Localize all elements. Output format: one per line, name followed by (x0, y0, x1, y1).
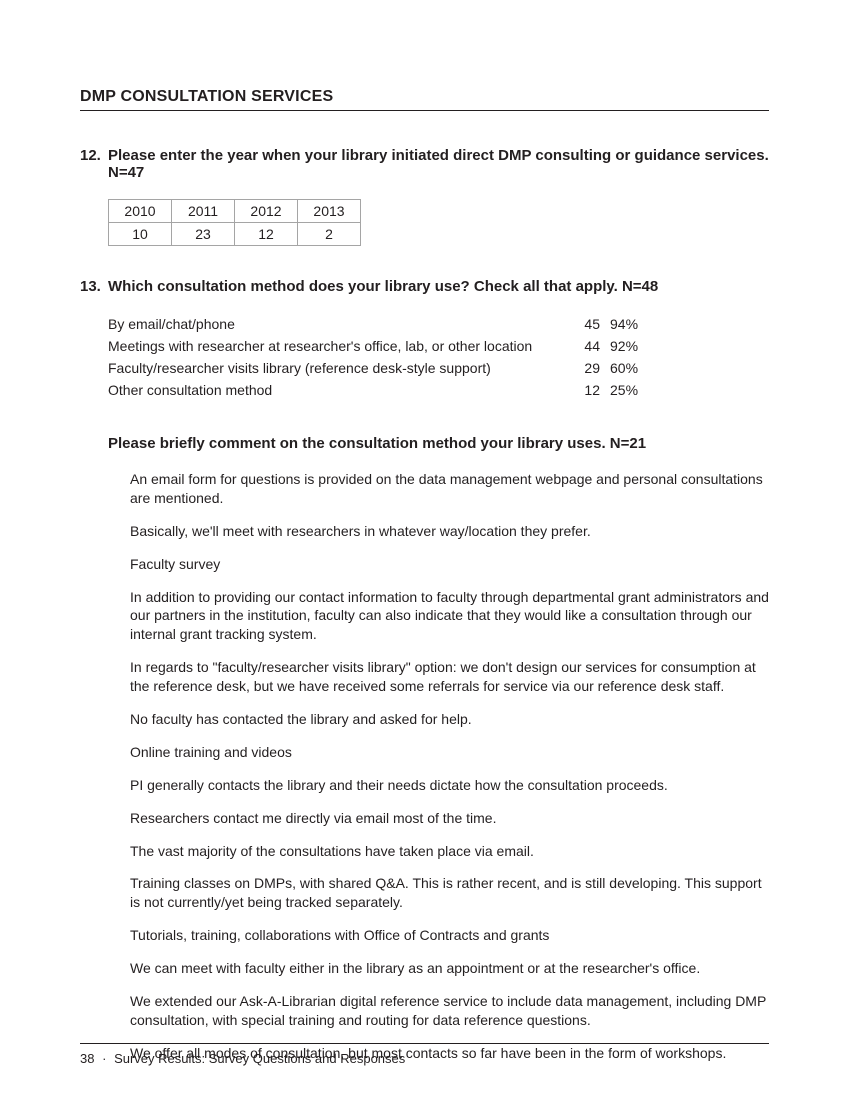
table-header-cell: 2010 (109, 200, 172, 223)
comment-item: PI generally contacts the library and th… (130, 776, 769, 795)
method-label: Other consultation method (108, 379, 568, 401)
comment-item: We can meet with faculty either in the l… (130, 959, 769, 978)
page: DMP CONSULTATION SERVICES 12. Please ent… (0, 0, 849, 1100)
method-label: Faculty/researcher visits library (refer… (108, 357, 568, 379)
method-count: 45 (568, 313, 610, 335)
methods-table: By email/chat/phone 45 94% Meetings with… (108, 313, 654, 401)
method-count: 44 (568, 335, 610, 357)
comment-item: An email form for questions is provided … (130, 470, 769, 508)
method-label: By email/chat/phone (108, 313, 568, 335)
year-table: 2010 2011 2012 2013 10 23 12 2 (108, 199, 361, 246)
method-pct: 94% (610, 313, 654, 335)
footer-page-number: 38 (80, 1051, 94, 1066)
table-cell: 10 (109, 223, 172, 246)
footer-rule (80, 1043, 769, 1044)
table-row: Other consultation method 12 25% (108, 379, 654, 401)
comment-item: No faculty has contacted the library and… (130, 710, 769, 729)
comment-item: Tutorials, training, collaborations with… (130, 926, 769, 945)
table-row: Faculty/researcher visits library (refer… (108, 357, 654, 379)
question-text: Which consultation method does your libr… (108, 278, 769, 295)
comment-item: In regards to "faculty/researcher visits… (130, 658, 769, 696)
table-cell: 2 (298, 223, 361, 246)
footer-label: Survey Results: Survey Questions and Res… (114, 1051, 405, 1066)
method-pct: 92% (610, 335, 654, 357)
comment-item: Online training and videos (130, 743, 769, 762)
method-label: Meetings with researcher at researcher's… (108, 335, 568, 357)
comment-item: The vast majority of the consultations h… (130, 842, 769, 861)
method-count: 29 (568, 357, 610, 379)
comment-item: Basically, we'll meet with researchers i… (130, 522, 769, 541)
table-header-cell: 2011 (172, 200, 235, 223)
comment-item: Researchers contact me directly via emai… (130, 809, 769, 828)
method-count: 12 (568, 379, 610, 401)
section-title: DMP CONSULTATION SERVICES (80, 88, 769, 111)
question-number: 12. (80, 147, 108, 164)
table-header-cell: 2012 (235, 200, 298, 223)
table-header-row: 2010 2011 2012 2013 (109, 200, 361, 223)
comment-item: We extended our Ask-A-Librarian digital … (130, 992, 769, 1030)
question-13: 13. Which consultation method does your … (80, 278, 769, 1063)
method-pct: 60% (610, 357, 654, 379)
table-row: Meetings with researcher at researcher's… (108, 335, 654, 357)
question-number: 13. (80, 278, 108, 295)
table-row: 10 23 12 2 (109, 223, 361, 246)
comments-list: An email form for questions is provided … (130, 470, 769, 1063)
footer-separator: · (102, 1051, 106, 1066)
question-12-line: 12. Please enter the year when your libr… (80, 147, 769, 181)
table-cell: 12 (235, 223, 298, 246)
method-pct: 25% (610, 379, 654, 401)
comment-item: Faculty survey (130, 555, 769, 574)
question-text: Please enter the year when your library … (108, 147, 769, 181)
table-cell: 23 (172, 223, 235, 246)
sub-heading: Please briefly comment on the consultati… (108, 435, 769, 452)
table-header-cell: 2013 (298, 200, 361, 223)
question-13-line: 13. Which consultation method does your … (80, 278, 769, 295)
footer-text: 38 · Survey Results: Survey Questions an… (80, 1051, 405, 1066)
comment-item: Training classes on DMPs, with shared Q&… (130, 874, 769, 912)
table-row: By email/chat/phone 45 94% (108, 313, 654, 335)
question-12: 12. Please enter the year when your libr… (80, 147, 769, 246)
comment-item: In addition to providing our contact inf… (130, 588, 769, 645)
